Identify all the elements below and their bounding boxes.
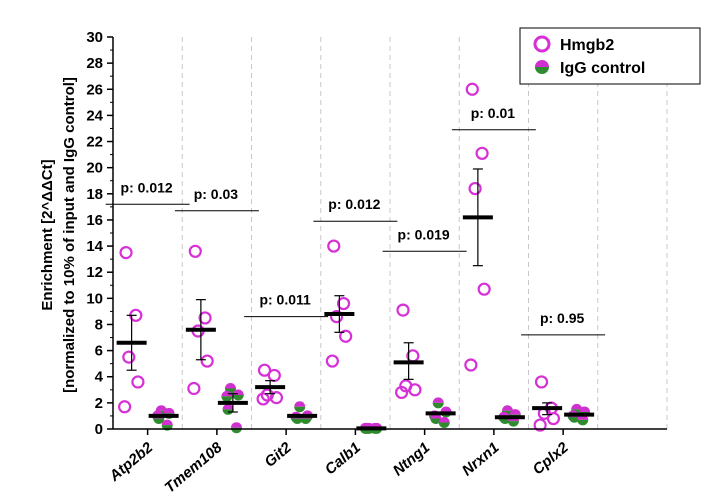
hmgb2-point — [131, 375, 145, 389]
hmgb2-mean — [324, 295, 355, 333]
hmgb2-mean — [532, 402, 563, 416]
hmgb2-point — [396, 303, 410, 317]
y-tick-label: 16 — [86, 212, 103, 229]
hmgb2-point — [329, 310, 344, 324]
igg-point — [232, 389, 244, 401]
hmgb2-point — [339, 329, 353, 343]
y-axis-label-line2: [normalized to 10% of input and IgG cont… — [61, 77, 78, 393]
legend-hmgb2-label: Hmgb2 — [560, 37, 614, 54]
p-value-label: p: 0.012 — [328, 196, 380, 212]
y-tick-label: 2 — [95, 395, 103, 412]
p-value-annotations: p: 0.012 p: 0.03 p: 0.011 p: 0.012 p: 0.019 p… — [105, 105, 606, 336]
hmgb2-point — [267, 368, 281, 383]
hmgb2-point — [533, 418, 547, 432]
hmgb2-point — [198, 311, 212, 325]
hmgb2-point — [200, 354, 214, 368]
p-value-label: p: 0.011 — [259, 292, 311, 308]
igg-point — [230, 422, 242, 434]
y-tick-label: 8 — [95, 316, 103, 333]
hmgb2-point — [465, 82, 479, 96]
x-tick-label: Ntng1 — [390, 439, 433, 479]
hmgb2-point — [477, 282, 491, 296]
legend-igg-label: IgG control — [560, 60, 645, 77]
p-value-label: p: 0.012 — [121, 179, 173, 195]
hmgb2-point — [257, 363, 272, 377]
hmgb2-mean — [185, 299, 216, 361]
igg-point — [438, 416, 450, 428]
hmgb2-mean — [116, 314, 147, 371]
p-value-label: p: 0.01 — [471, 105, 516, 121]
y-tick-label: 30 — [86, 29, 103, 46]
x-tick-label: Tmem108 — [161, 439, 225, 492]
x-tick-label: Cplx2 — [529, 439, 572, 479]
hmgb2-point — [408, 383, 422, 397]
y-tick-label: 26 — [86, 81, 103, 98]
x-tick-label: Calb1 — [322, 439, 364, 478]
hmgb2-point — [122, 350, 136, 364]
y-tick-label: 24 — [86, 107, 103, 124]
x-ticks: Atp2b2 Tmem108 Git2 Calb1 Ntng1 Nrxn1 Cplx2 — [106, 429, 572, 492]
hmgb2-point — [187, 381, 201, 396]
y-tick-label: 0 — [95, 421, 103, 438]
legend-hmgb2-marker — [533, 35, 551, 53]
legend-box — [519, 27, 701, 85]
hmgb2-point — [546, 411, 561, 426]
y-tick-label: 28 — [86, 55, 103, 72]
y-tick-label: 12 — [86, 264, 103, 281]
data-points — [118, 82, 591, 434]
y-tick-label: 6 — [95, 343, 103, 360]
hmgb2-point — [475, 146, 489, 160]
hmgb2-point — [188, 244, 202, 258]
x-tick-label: Nrxn1 — [459, 439, 503, 479]
hmgb2-point — [395, 385, 409, 400]
igg-point — [222, 403, 234, 415]
y-tick-label: 14 — [86, 238, 103, 255]
hmgb2-point — [118, 400, 132, 414]
hmgb2-mean — [393, 342, 424, 380]
p-value-label: p: 0.03 — [194, 186, 239, 202]
igg-point — [221, 390, 233, 402]
hmgb2-mean — [462, 168, 493, 267]
hmgb2-point — [269, 391, 284, 405]
hmgb2-point — [327, 239, 341, 253]
p-value-label: p: 0.019 — [398, 226, 450, 242]
hmgb2-point — [256, 392, 270, 406]
igg-point — [432, 397, 444, 409]
y-tick-label: 20 — [86, 160, 103, 177]
y-tick-label: 22 — [86, 134, 103, 151]
x-tick-label: Git2 — [261, 439, 295, 471]
x-tick-label: Atp2b2 — [106, 439, 157, 486]
hmgb2-point — [468, 181, 482, 196]
igg-mean — [217, 393, 248, 413]
hmgb2-mean — [255, 380, 286, 395]
hmgb2-point — [464, 358, 478, 372]
p-value-label: p: 0.95 — [540, 310, 585, 326]
hmgb2-point — [119, 246, 133, 260]
legend: Hmgb2 IgG control — [519, 27, 701, 85]
legend-igg-marker — [535, 60, 549, 74]
y-tick-label: 10 — [86, 290, 103, 307]
hmgb2-point — [534, 375, 549, 389]
y-tick-label: 18 — [86, 186, 103, 203]
grid-separators — [181, 37, 668, 429]
hmgb2-point — [336, 296, 351, 311]
y-tick-label: 4 — [95, 369, 104, 386]
igg-point — [294, 401, 306, 413]
hmgb2-point — [325, 354, 339, 368]
y-axis-label-line1: Enrichment [2^ΔΔCt] — [39, 159, 56, 310]
